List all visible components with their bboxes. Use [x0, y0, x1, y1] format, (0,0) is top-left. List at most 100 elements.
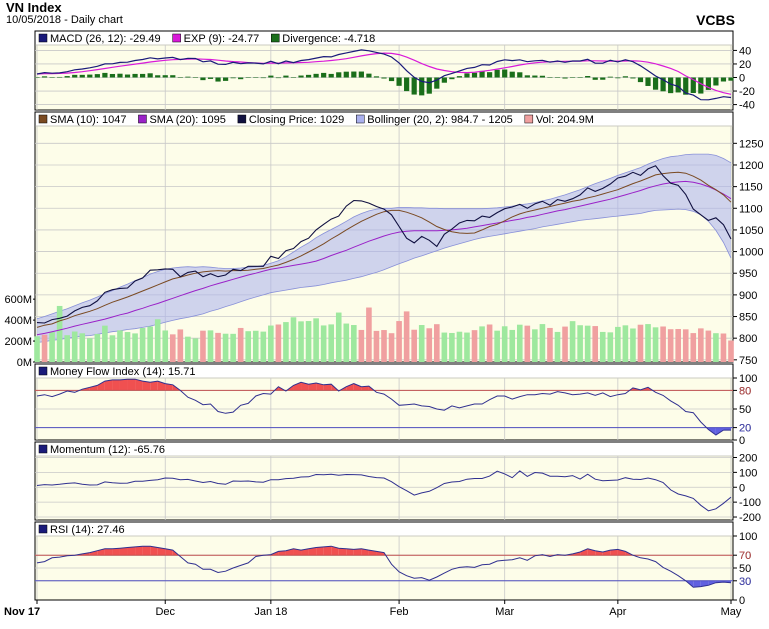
volume-bar	[577, 325, 583, 362]
volume-bar	[464, 332, 470, 362]
volume-bar	[94, 333, 101, 362]
divergence-bar	[298, 75, 304, 78]
volume-bar	[328, 324, 334, 362]
volume-bar	[335, 312, 342, 362]
volume-y-tick-0: 600M	[4, 294, 32, 306]
divergence-bar	[87, 74, 93, 78]
volume-bar	[358, 329, 365, 362]
volume-bar	[275, 324, 282, 362]
legend-swatch-momentum-0	[38, 444, 48, 454]
divergence-bar	[441, 77, 447, 83]
divergence-bar	[155, 75, 161, 78]
volume-bar	[532, 329, 538, 362]
legend-swatch-price-0	[38, 114, 48, 124]
bollinger-upper-line	[36, 153, 732, 320]
volume-bar	[305, 321, 312, 362]
price-y-tick-5: 1000	[739, 247, 763, 259]
rsi-y-tick-2: 50	[739, 563, 751, 575]
divergence-bar	[381, 77, 387, 79]
volume-bar	[169, 334, 176, 362]
volume-bar	[132, 333, 138, 362]
divergence-bar	[102, 72, 108, 78]
volume-bar	[569, 321, 576, 362]
volume-bar	[682, 329, 689, 362]
legend-swatch-macd-2	[271, 33, 280, 43]
divergence-bars	[34, 69, 734, 96]
legend-label-rsi-0: RSI (14): 27.46	[50, 524, 125, 536]
volume-y-tick-3: 0M	[17, 357, 32, 369]
volume-bar	[381, 330, 387, 362]
divergence-bar	[479, 70, 485, 78]
momentum-y-tick-2: 0	[739, 482, 745, 494]
divergence-bar	[222, 77, 229, 81]
volume-bar	[64, 335, 70, 362]
rsi-ref-label-1: 30	[739, 576, 751, 588]
volume-bar	[268, 325, 274, 362]
volume-bar	[630, 328, 636, 362]
volume-bar	[147, 326, 153, 362]
divergence-bar	[645, 77, 651, 86]
divergence-bar	[487, 72, 493, 78]
legend-label-price-4: Vol: 204.9M	[536, 114, 594, 126]
legend-label-price-3: Bollinger (20, 2): 984.7 - 1205	[367, 114, 513, 126]
volume-bar	[222, 333, 229, 362]
x-tick-label-5: Apr	[609, 606, 626, 618]
price-y-tick-1: 1200	[739, 160, 763, 172]
chart-title: VN Index	[6, 0, 62, 15]
divergence-bar	[313, 73, 319, 78]
divergence-bar	[502, 69, 508, 78]
volume-bar	[486, 324, 493, 362]
divergence-bar	[532, 75, 538, 78]
price-y-tick-2: 1150	[739, 182, 763, 194]
legend-bar-rsi	[35, 522, 733, 536]
divergence-bar	[652, 77, 659, 90]
divergence-bar	[207, 77, 214, 79]
volume-bar	[298, 321, 304, 362]
price-y-tick-4: 1050	[739, 225, 763, 237]
legend-label-mfi-0: Money Flow Index (14): 15.71	[50, 366, 196, 378]
volume-bar	[245, 331, 252, 362]
volume-bar	[207, 330, 214, 362]
legend-swatch-price-4	[524, 114, 534, 124]
divergence-bar	[592, 77, 598, 80]
divergence-bar	[690, 77, 696, 94]
volume-bar	[690, 333, 697, 362]
divergence-bar	[328, 73, 334, 78]
legend-swatch-mfi-0	[38, 366, 48, 376]
divergence-bar	[200, 77, 206, 81]
divergence-bar	[366, 73, 372, 78]
x-tick-label-3: Feb	[390, 606, 409, 618]
divergence-bar	[358, 71, 364, 78]
divergence-bar	[577, 77, 583, 78]
x-tick-label-4: Mar	[495, 606, 514, 618]
divergence-bar	[419, 77, 425, 96]
divergence-bar	[147, 73, 153, 78]
legend-swatch-price-3	[356, 114, 365, 124]
volume-bar	[366, 307, 372, 362]
momentum-y-tick-4: -200	[739, 512, 761, 524]
chart-source: VCBS	[696, 12, 735, 28]
volume-bar	[698, 328, 704, 362]
macd-y-tick-0: 40	[739, 45, 751, 57]
divergence-bar	[539, 75, 546, 78]
legend-label-momentum-0: Momentum (12): -65.76	[50, 444, 165, 456]
divergence-bar	[630, 77, 636, 79]
legend-swatch-price-1	[138, 114, 147, 124]
volume-bar	[418, 325, 425, 362]
volume-bar	[87, 338, 93, 362]
divergence-bar	[426, 77, 432, 94]
price-y-tick-10: 750	[739, 355, 757, 367]
divergence-bar	[683, 77, 689, 95]
mfi-ref-label-0: 80	[739, 385, 751, 397]
volume-bar	[713, 333, 719, 362]
divergence-bar	[713, 77, 719, 86]
divergence-bar	[238, 77, 244, 80]
rsi-line	[36, 545, 732, 588]
sma10-line	[36, 171, 732, 328]
volume-bar	[516, 324, 523, 362]
rsi-y-tick-0: 100	[739, 531, 757, 543]
divergence-bar	[494, 69, 500, 78]
volume-bar	[509, 329, 516, 362]
x-tick-label-2: Jan 18	[254, 606, 287, 618]
momentum-y-tick-0: 200	[739, 452, 757, 464]
